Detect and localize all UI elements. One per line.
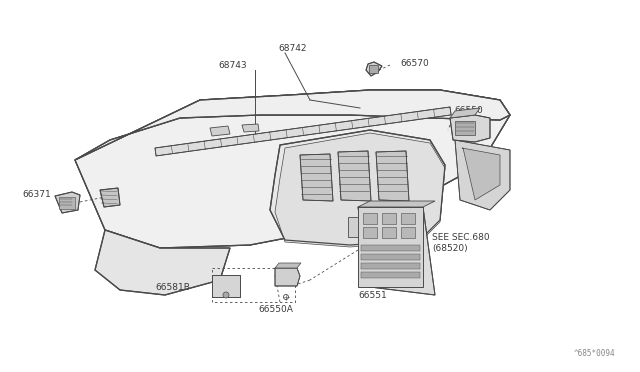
- Text: (68520): (68520): [432, 244, 468, 253]
- FancyBboxPatch shape: [381, 227, 396, 237]
- FancyBboxPatch shape: [369, 64, 378, 73]
- Text: 66371: 66371: [22, 189, 51, 199]
- FancyBboxPatch shape: [362, 212, 376, 224]
- Polygon shape: [275, 133, 445, 247]
- Text: 66551: 66551: [358, 292, 387, 301]
- FancyBboxPatch shape: [401, 227, 415, 237]
- Polygon shape: [361, 254, 420, 260]
- FancyBboxPatch shape: [455, 121, 475, 135]
- Polygon shape: [455, 140, 510, 210]
- Polygon shape: [366, 62, 382, 76]
- Text: 66550: 66550: [454, 106, 483, 115]
- Polygon shape: [361, 245, 420, 251]
- Polygon shape: [275, 268, 300, 286]
- Text: 66570: 66570: [400, 58, 429, 67]
- Polygon shape: [75, 90, 510, 160]
- Polygon shape: [242, 124, 259, 132]
- Polygon shape: [75, 115, 510, 248]
- Polygon shape: [348, 217, 358, 237]
- Polygon shape: [270, 130, 445, 245]
- Polygon shape: [212, 275, 240, 297]
- Polygon shape: [210, 126, 230, 136]
- Text: 68743: 68743: [218, 61, 246, 70]
- Polygon shape: [100, 188, 120, 207]
- Text: 66581B: 66581B: [155, 283, 190, 292]
- Polygon shape: [75, 90, 510, 248]
- Polygon shape: [450, 108, 480, 118]
- Polygon shape: [358, 207, 423, 287]
- Polygon shape: [361, 263, 420, 269]
- Text: ^685*0094: ^685*0094: [573, 349, 615, 358]
- Text: 68742: 68742: [278, 44, 307, 52]
- Polygon shape: [450, 115, 490, 142]
- FancyBboxPatch shape: [362, 227, 376, 237]
- FancyBboxPatch shape: [381, 212, 396, 224]
- Circle shape: [223, 292, 229, 298]
- Polygon shape: [55, 192, 80, 213]
- Polygon shape: [358, 201, 435, 207]
- FancyBboxPatch shape: [401, 212, 415, 224]
- Polygon shape: [361, 272, 420, 278]
- Polygon shape: [155, 107, 451, 156]
- FancyBboxPatch shape: [58, 196, 74, 208]
- Text: SEE SEC.680: SEE SEC.680: [432, 232, 490, 241]
- Polygon shape: [300, 154, 333, 201]
- Polygon shape: [275, 263, 301, 268]
- Polygon shape: [376, 151, 409, 201]
- Polygon shape: [95, 230, 230, 295]
- Polygon shape: [462, 148, 500, 200]
- Polygon shape: [358, 207, 435, 295]
- Polygon shape: [338, 151, 371, 201]
- Text: 66550A: 66550A: [258, 305, 293, 314]
